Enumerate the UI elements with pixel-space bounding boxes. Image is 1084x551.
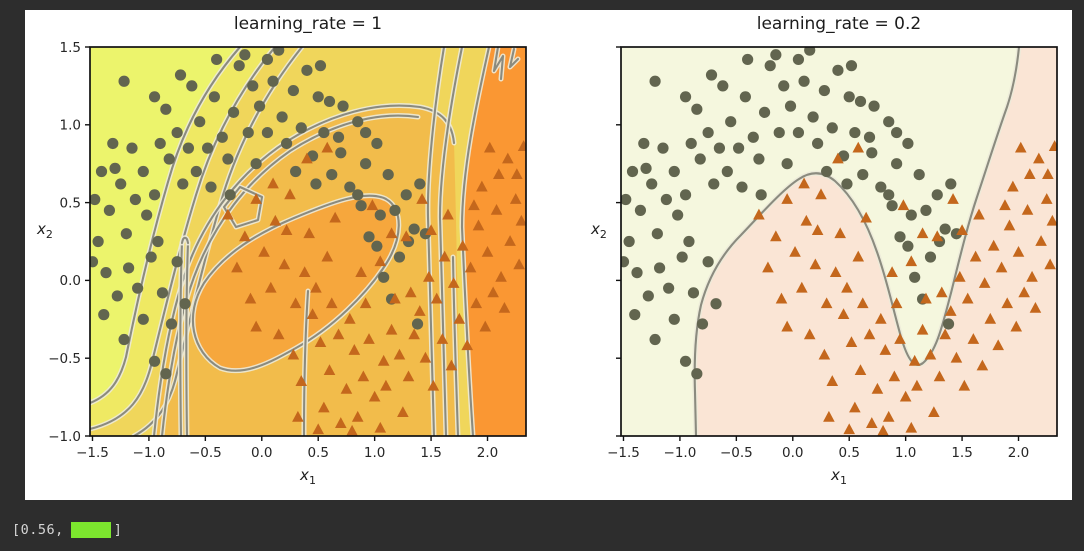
right-x-axis-label: x1 [831,466,847,487]
axes-spine [620,46,1058,437]
right-plot-class-1-points [753,140,1057,436]
x-tick-label: 1.0 [364,445,385,461]
left-plot: −1.5 −1.0 −0.5 0.0 0.5 1.0 1.5 2.0 1.5 1.0 0.5 0.0−… [48,40,527,461]
right-plot: −1.5 −1.0 −0.5 0.0 0.5 1.0 1.5 2.0 [607,46,1058,461]
terminal-output-line: [0.56, ] [12,520,122,540]
x-tick-label: 0.5 [838,445,859,461]
left-y-axis-label: x2 [37,220,53,241]
x-tick-label: 2.0 [1008,445,1029,461]
y-tick-label: 0.5 [60,195,81,211]
left-plot-title: learning_rate = 1 [233,14,383,34]
axes-spine [89,46,527,437]
x-tick-label: 1.5 [951,445,972,461]
x-tick-label: −1.5 [607,445,640,461]
decision-regions [90,47,526,436]
x-tick-label: −1.5 [76,445,109,461]
y-axis-ticks: 1.5 1.0 0.5 0.0 −0.5 −1.0 [48,40,90,445]
color-swatch [70,522,111,538]
y-tick-label: 1.5 [60,40,81,56]
x-tick-label: 2.0 [477,445,498,461]
status-text-prefix: [0.56, [12,522,64,538]
x-tick-label: 0.5 [307,445,328,461]
x-tick-label: −0.5 [720,445,753,461]
right-plot-canvas: −1.5 −1.0 −0.5 0.0 0.5 1.0 1.5 2.0 [607,46,1058,461]
x-axis-ticks: −1.5 −1.0 −0.5 0.0 0.5 1.0 1.5 2.0 [607,436,1029,461]
x-axis-ticks: −1.5 −1.0 −0.5 0.0 0.5 1.0 1.5 2.0 [76,436,498,461]
status-text-suffix: ] [113,522,123,538]
left-x-axis-label: x1 [300,466,316,487]
x-tick-label: 1.5 [420,445,441,461]
x-tick-label: 0.0 [782,445,803,461]
left-plot-class-1-points [222,140,526,436]
x-tick-label: −1.0 [133,445,166,461]
right-plot-title: learning_rate = 0.2 [756,14,922,34]
y-tick-label: −0.5 [48,351,81,367]
y-tick-label: 0.0 [60,273,81,289]
y-axis-ticks [616,46,621,437]
y-tick-label: −1.0 [48,429,81,445]
x-tick-label: 1.0 [895,445,916,461]
x-tick-label: 0.0 [251,445,272,461]
y-tick-label: 1.0 [60,118,81,134]
matplotlib-figure: learning_rate = 1 learning_rate = 0.2 −1… [25,10,1072,500]
left-plot-canvas: −1.5 −1.0 −0.5 0.0 0.5 1.0 1.5 2.01.51.00.50.0−… [48,40,527,461]
right-plot-class-0-points [621,47,963,380]
right-y-axis-label: x2 [591,220,607,241]
decision-regions [621,47,1057,436]
x-tick-label: −1.0 [664,445,697,461]
x-tick-label: −0.5 [189,445,222,461]
left-plot-class-0-points [90,47,432,380]
